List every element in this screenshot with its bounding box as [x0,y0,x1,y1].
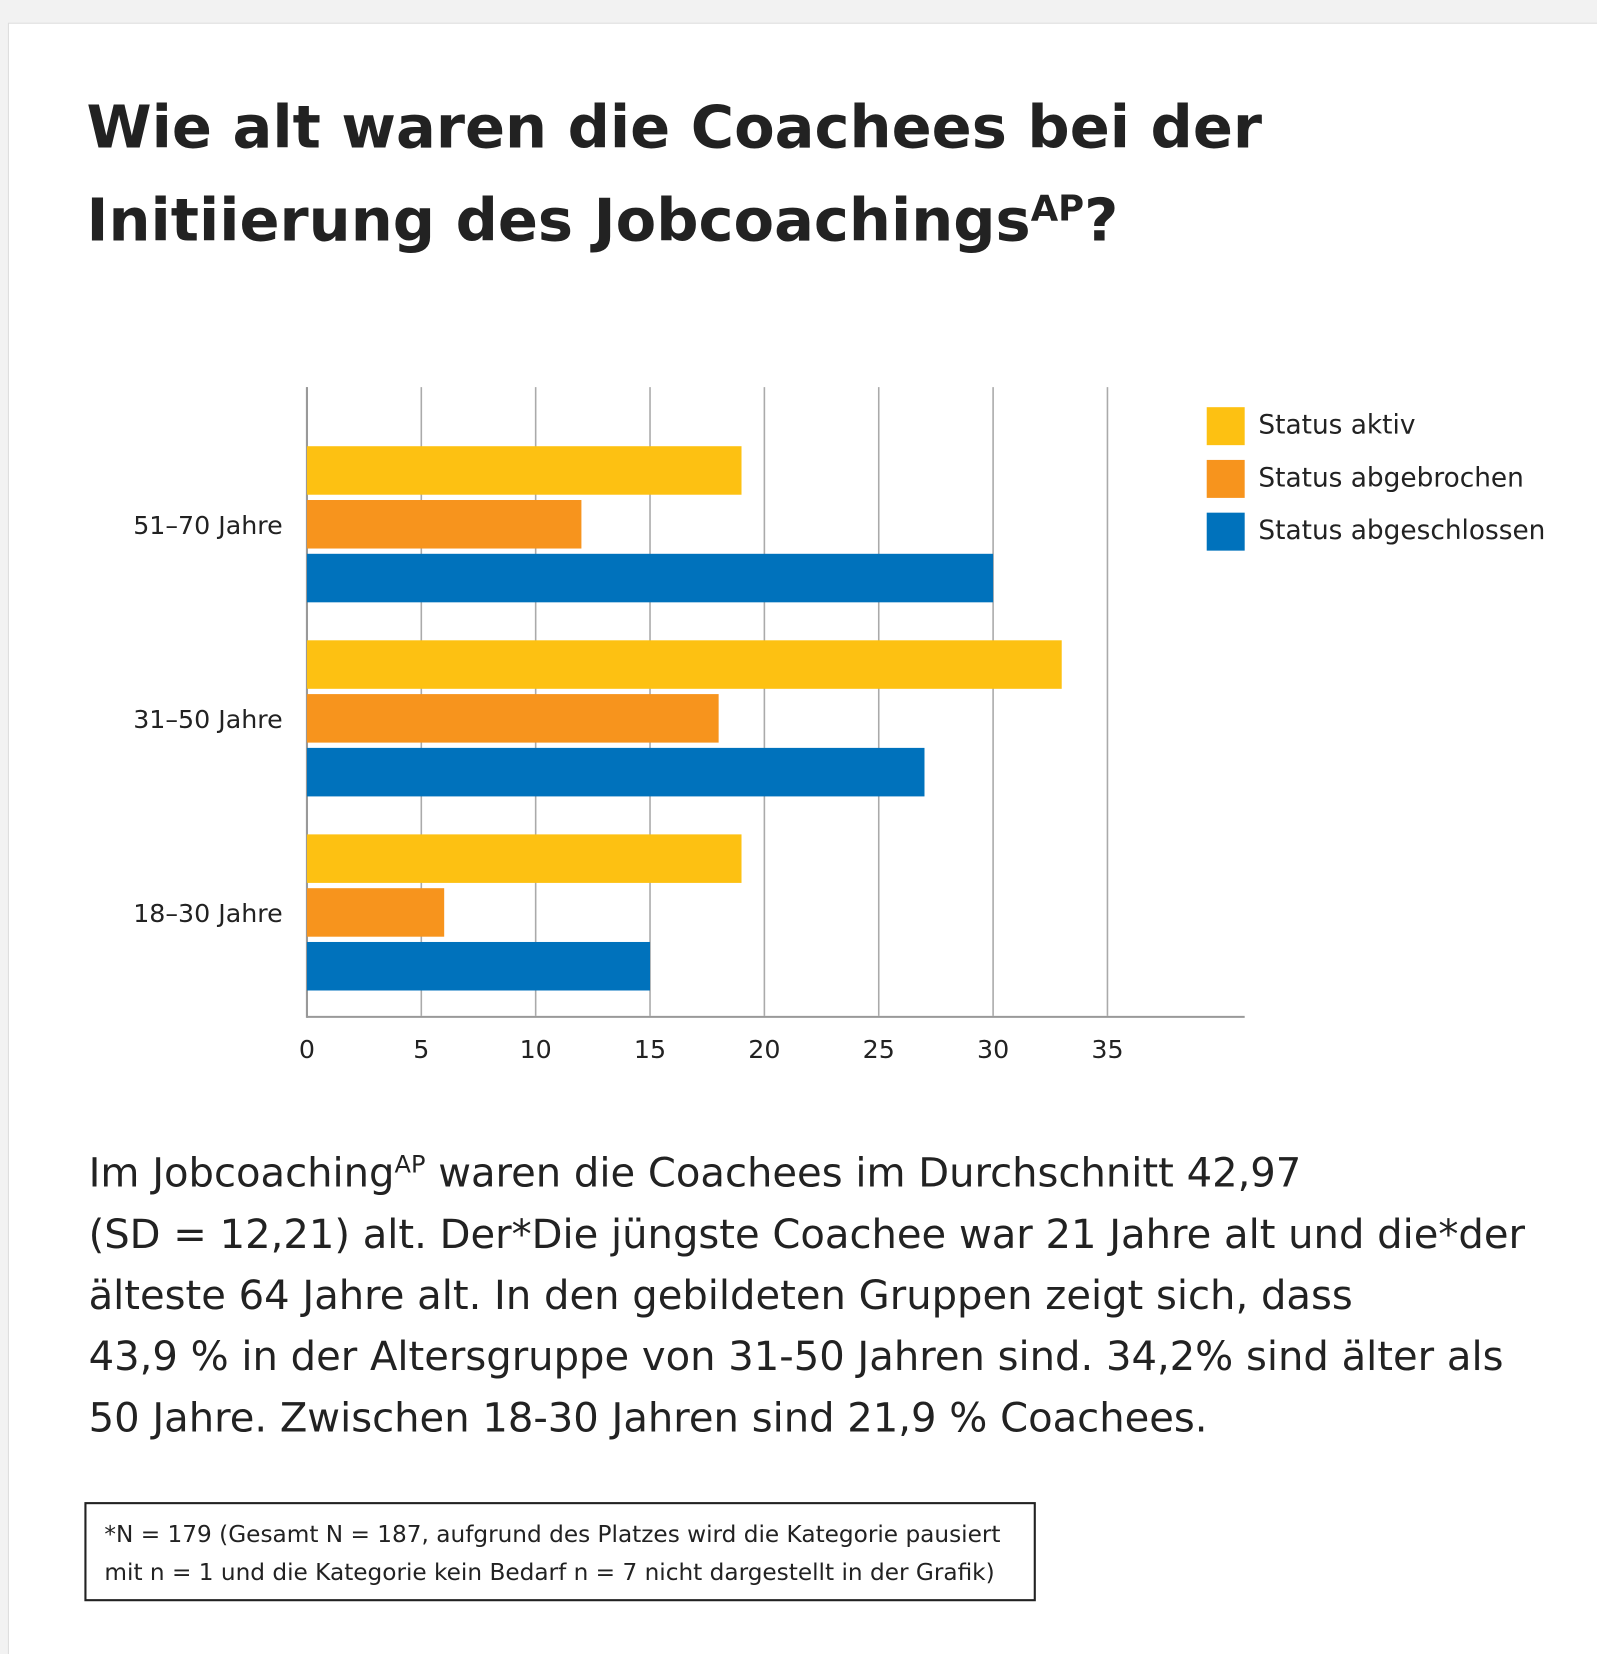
x-tick-label: 25 [863,1035,895,1064]
chart-title: Wie alt waren die Coachees bei der [86,93,1262,162]
bar [306,640,1062,689]
x-tick-label: 20 [748,1035,780,1064]
paragraph-line: (SD = 12,21) alt. Der*Die jüngste Coache… [89,1212,1526,1258]
x-tick-label: 10 [520,1035,552,1064]
text-span: 43,9 % in der Altersgruppe von 31-50 Jah… [89,1334,1504,1380]
text-span: Im Jobcoaching [89,1151,395,1197]
bar [306,941,651,991]
footnote-line: mit n = 1 und die Kategorie kein Bedarf … [104,1559,994,1586]
x-tick-label: 30 [977,1035,1009,1064]
text-span: waren die Coachees im Durchschnitt 42,97 [425,1151,1301,1197]
legend-label: Status abgebrochen [1258,463,1523,493]
footnote-line: *N = 179 (Gesamt N = 187, aufgrund des P… [104,1521,1000,1548]
legend-swatch [1206,512,1245,551]
y-tick-label: 31–50 Jahre [133,705,282,734]
legend-label: Status aktiv [1258,411,1415,441]
footnote-box [84,1502,1036,1602]
text-span: ? [1084,186,1118,255]
text-span: Initiierung des Jobcoachings [86,186,1030,255]
superscript: AP [395,1151,426,1179]
bar [306,747,925,797]
x-tick-label: 15 [634,1035,666,1064]
text-span: älteste 64 Jahre alt. In den gebildeten … [89,1273,1353,1319]
bar [306,500,582,549]
y-tick-label: 18–30 Jahre [133,899,282,928]
paragraph-line: 50 Jahre. Zwischen 18-30 Jahren sind 21,… [89,1395,1208,1441]
superscript: AP [1031,188,1084,229]
paragraph-line: älteste 64 Jahre alt. In den gebildeten … [89,1273,1353,1319]
paragraph-line: Im JobcoachingAP waren die Coachees im D… [89,1151,1302,1197]
legend-swatch [1206,407,1245,446]
x-tick-label: 5 [413,1035,429,1064]
legend-swatch [1206,459,1245,498]
text-span: (SD = 12,21) alt. Der*Die jüngste Coache… [89,1212,1526,1258]
text-span: 50 Jahre. Zwischen 18-30 Jahren sind 21,… [89,1395,1208,1441]
y-tick-label: 51–70 Jahre [133,511,282,540]
bar [306,888,445,937]
card [7,22,1597,1654]
bar [306,834,742,883]
bar [306,694,719,743]
legend-label: Status abgeschlossen [1258,516,1545,546]
x-tick-label: 0 [299,1035,315,1064]
text-span: Wie alt waren die Coachees bei der [86,93,1262,162]
chart-title: Initiierung des JobcoachingsAP? [86,186,1118,255]
bar [306,553,994,603]
x-tick-label: 35 [1091,1035,1123,1064]
bar [306,446,742,495]
paragraph-line: 43,9 % in der Altersgruppe von 31-50 Jah… [89,1334,1504,1380]
